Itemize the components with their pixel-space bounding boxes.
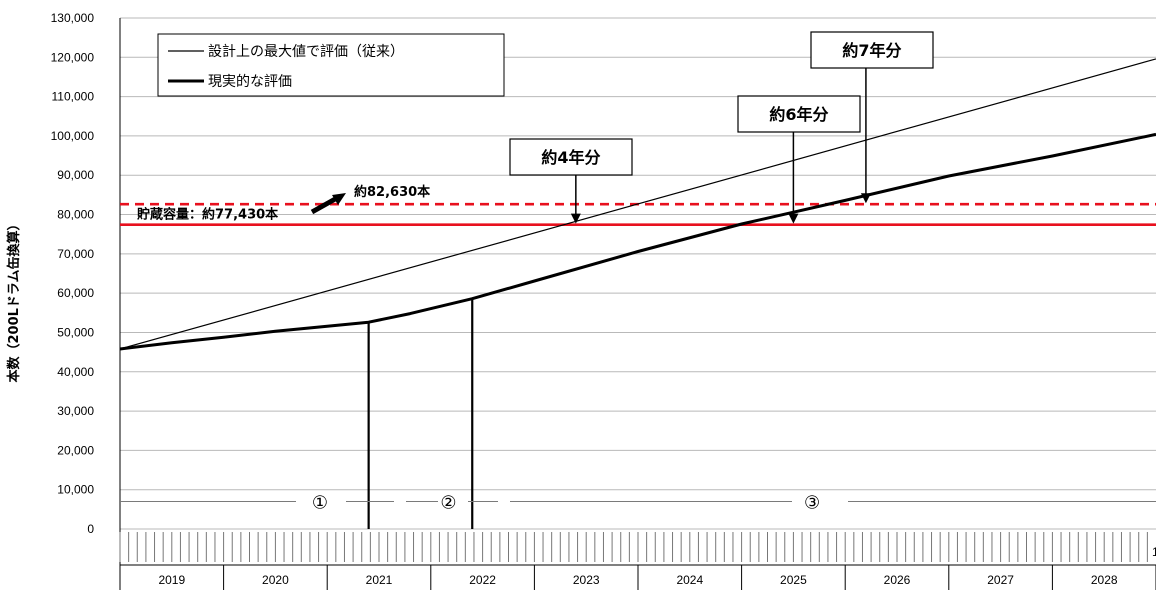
- callout-arrowhead-2: [860, 193, 871, 204]
- x-tick-label: 2028: [1091, 573, 1118, 587]
- y-tick-label: 120,000: [51, 50, 95, 64]
- y-tick-label: 0: [87, 522, 94, 536]
- y-tick-label: 20,000: [57, 443, 94, 457]
- y-tick-label: 30,000: [57, 404, 94, 418]
- y-tick-label: 40,000: [57, 365, 94, 379]
- reference-label-0: 約82,630本: [354, 184, 430, 200]
- callouts: 約4年分 約6年分 約7年分: [509, 31, 934, 224]
- callout-label-1: 約6年分: [769, 105, 828, 124]
- x-tick-label: 2019: [158, 573, 185, 587]
- grid: [119, 17, 1156, 590]
- x-tick-label: 2020: [262, 573, 289, 587]
- pointer-arrow: [310, 195, 339, 215]
- series-line-1: [119, 132, 1156, 351]
- x-tick-label: 2022: [469, 573, 496, 587]
- callout-box-1: [737, 95, 861, 133]
- x-axis: 2019 2020 2021 2022 2023 2024 2025 2026 2027 2028…: [119, 532, 1156, 590]
- y-tick-label: 130,000: [51, 11, 95, 25]
- y-tick-label: 50,000: [57, 325, 94, 339]
- y-tick-label: 10,000: [57, 483, 94, 497]
- x-tick-label: 2021: [366, 573, 393, 587]
- callout-box-0: [509, 138, 633, 176]
- phase-dividers: [367, 298, 474, 529]
- y-axis-label: 本数（200Lドラム缶換算）: [6, 217, 22, 382]
- y-axis-ticks: 130,000 120,000 110,000 100,000 90,000 80,000…: [51, 11, 95, 536]
- phase-label-0: ①: [312, 492, 328, 513]
- x-tick-label: 2025: [780, 573, 807, 587]
- series-line-0: [119, 58, 1156, 350]
- x-tick-label: 2024: [676, 573, 703, 587]
- y-tick-label: 70,000: [57, 247, 94, 261]
- x-axis-end-label: 1: [1152, 545, 1156, 559]
- legend: 設計上の最大値で評価（従来） 現実的な評価: [157, 33, 505, 97]
- callout-arrowhead-0: [570, 213, 581, 224]
- legend-box: [157, 33, 505, 97]
- callout-label-2: 約7年分: [842, 41, 901, 60]
- y-tick-label: 110,000: [52, 90, 95, 104]
- y-tick-label: 90,000: [57, 168, 94, 182]
- y-tick-label: 100,000: [51, 129, 95, 143]
- phase-label-2: ③: [804, 492, 820, 513]
- callout-arrowhead-1: [788, 213, 799, 224]
- x-tick-label: 2023: [573, 573, 600, 587]
- y-tick-label: 60,000: [57, 286, 94, 300]
- x-tick-label: 2026: [884, 573, 911, 587]
- phase-labels: ① ② ③: [120, 492, 1156, 513]
- callout-box-2: [810, 31, 934, 69]
- phase-label-1: ②: [440, 492, 456, 513]
- legend-label-0: 設計上の最大値で評価（従来）: [208, 44, 404, 60]
- reference-label-1: 貯蔵容量：約77,430本: [137, 207, 278, 223]
- y-tick-label: 80,000: [57, 208, 94, 222]
- legend-label-1: 現実的な評価: [208, 74, 292, 90]
- callout-label-0: 約4年分: [541, 148, 600, 167]
- x-tick-label: 2027: [987, 573, 1014, 587]
- pointer-arrow-head: [332, 193, 346, 205]
